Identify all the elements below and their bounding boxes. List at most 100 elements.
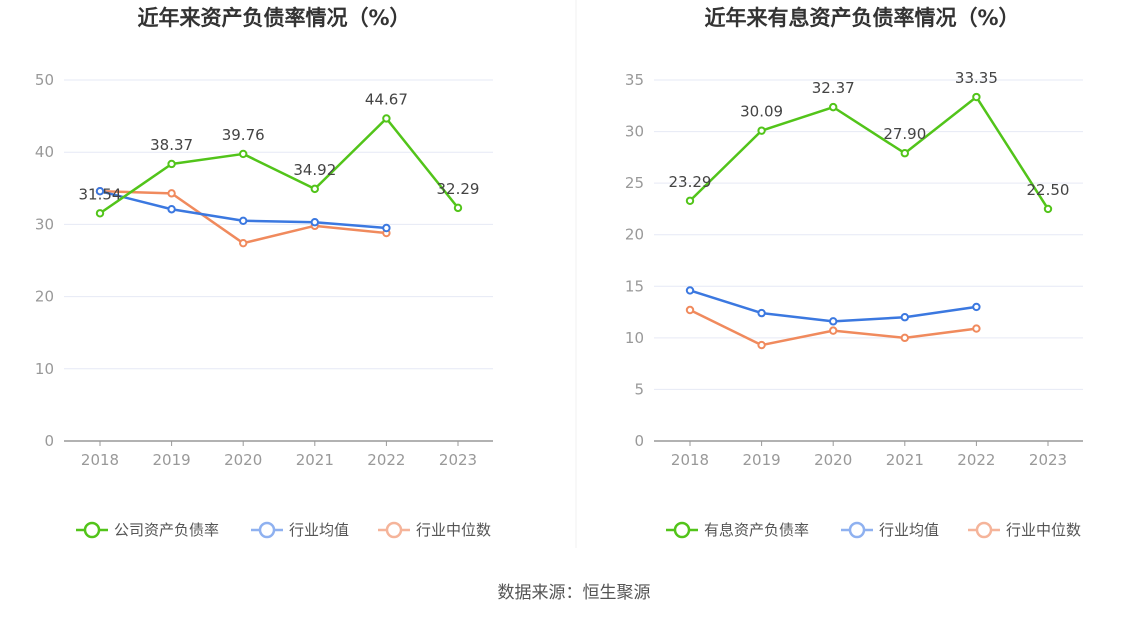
chart-title: 近年来有息资产负债率情况（%） xyxy=(704,6,1019,30)
data-point xyxy=(167,189,176,198)
data-point xyxy=(685,286,695,295)
x-tick-label: 2021 xyxy=(296,451,334,469)
y-tick-label: 20 xyxy=(35,288,54,306)
data-point xyxy=(382,223,391,233)
x-tick-label: 2018 xyxy=(671,451,709,469)
x-tick-label: 2021 xyxy=(886,451,924,469)
data-label: 30.09 xyxy=(740,103,783,121)
x-tick-label: 2019 xyxy=(743,451,781,469)
series-2 xyxy=(95,186,391,248)
data-point xyxy=(829,102,838,112)
series-1 xyxy=(95,186,391,233)
x-tick-label: 2018 xyxy=(81,451,119,469)
asset-liability-ratio-chart: 近年来资产负债率情况（%） 0 10 20 30 40 50 2018 2019 2020 202… xyxy=(35,6,493,539)
y-tick-label: 30 xyxy=(625,123,644,141)
x-tick-label: 2022 xyxy=(367,451,405,469)
x-tick-label: 2022 xyxy=(957,451,995,469)
x-tick-label: 2023 xyxy=(1029,451,1067,469)
legend-item[interactable]: 行业均值 xyxy=(251,521,349,539)
legend-label: 行业均值 xyxy=(879,521,939,539)
data-source-text: 数据来源：恒生聚源 xyxy=(498,583,651,603)
data-point xyxy=(239,216,248,225)
series-1 xyxy=(685,286,981,326)
legend-swatch-marker xyxy=(385,521,403,539)
legend-swatch-marker xyxy=(975,521,993,539)
data-label: 31.54 xyxy=(79,185,122,203)
legend-label: 公司资产负债率 xyxy=(114,521,219,539)
legend-swatch-marker xyxy=(848,521,866,539)
data-point xyxy=(972,324,981,333)
data-label: 22.50 xyxy=(1027,181,1070,199)
series-2 xyxy=(685,305,981,350)
data-point xyxy=(95,209,105,218)
y-tick-label: 15 xyxy=(625,277,644,295)
data-label: 32.29 xyxy=(437,180,480,198)
legend-item[interactable]: 公司资产负债率 xyxy=(76,521,219,539)
data-point xyxy=(757,340,766,350)
legend-label: 行业均值 xyxy=(289,521,349,539)
data-point xyxy=(95,186,105,196)
legend-label: 有息资产负债率 xyxy=(704,521,809,539)
series-line xyxy=(689,95,1050,210)
series-line xyxy=(689,289,977,323)
series-0: 23.29 30.09 32.37 27.90 33.35 22.50 xyxy=(669,69,1070,214)
y-tick-label: 40 xyxy=(35,143,54,161)
chart-title: 近年来资产负债率情况（%） xyxy=(137,6,410,30)
interest-bearing-liability-ratio-chart: 近年来有息资产负债率情况（%） 0 5 10 15 20 25 30 35 2018 2019 20… xyxy=(625,6,1083,539)
x-tick-label: 2020 xyxy=(224,451,262,469)
data-label: 32.37 xyxy=(812,79,855,97)
y-tick-label: 20 xyxy=(625,226,644,244)
data-point xyxy=(757,308,766,318)
y-tick-label: 35 xyxy=(625,71,644,89)
data-point xyxy=(1043,204,1053,214)
data-point xyxy=(239,238,248,248)
legend-item[interactable]: 行业中位数 xyxy=(378,521,491,539)
legend-swatch-marker xyxy=(673,521,691,539)
data-point xyxy=(972,302,981,312)
data-point xyxy=(829,326,838,335)
data-point xyxy=(382,114,391,123)
series-line xyxy=(99,117,459,215)
data-label: 33.35 xyxy=(955,69,998,87)
data-point xyxy=(685,305,695,315)
series-0: 31.54 38.37 39.76 34.92 44.67 32.29 xyxy=(79,90,480,218)
x-tick-label: 2019 xyxy=(153,451,191,469)
data-label: 23.29 xyxy=(669,173,712,191)
legend-swatch-marker xyxy=(258,521,276,539)
data-point xyxy=(900,313,909,322)
y-tick-label: 25 xyxy=(625,174,644,192)
data-point xyxy=(310,184,319,194)
data-label: 34.92 xyxy=(293,161,336,179)
data-point xyxy=(829,317,838,326)
data-label: 38.37 xyxy=(150,136,193,154)
legend-item[interactable]: 有息资产负债率 xyxy=(666,521,809,539)
data-point xyxy=(453,203,463,213)
legend-label: 行业中位数 xyxy=(416,521,491,539)
legend-label: 行业中位数 xyxy=(1006,521,1081,539)
data-point xyxy=(167,205,176,214)
data-point xyxy=(900,149,909,158)
y-tick-label: 0 xyxy=(634,432,644,450)
data-point xyxy=(167,159,176,169)
y-tick-label: 10 xyxy=(625,329,644,347)
legend-swatch-marker xyxy=(83,521,101,539)
y-tick-label: 50 xyxy=(35,71,54,89)
data-point xyxy=(757,126,766,135)
data-point xyxy=(972,92,981,102)
y-tick-label: 5 xyxy=(634,380,644,398)
data-point xyxy=(310,218,319,227)
data-point xyxy=(900,333,909,343)
y-tick-label: 0 xyxy=(44,432,54,450)
legend-item[interactable]: 行业中位数 xyxy=(968,521,1081,539)
y-tick-label: 10 xyxy=(35,360,54,378)
x-tick-label: 2023 xyxy=(439,451,477,469)
data-point xyxy=(239,149,248,159)
x-tick-label: 2020 xyxy=(814,451,852,469)
data-point xyxy=(685,196,695,205)
data-label: 27.90 xyxy=(883,125,926,143)
data-label: 44.67 xyxy=(365,90,408,108)
y-tick-label: 30 xyxy=(35,215,54,233)
legend-item[interactable]: 行业均值 xyxy=(841,521,939,539)
data-label: 39.76 xyxy=(222,126,265,144)
